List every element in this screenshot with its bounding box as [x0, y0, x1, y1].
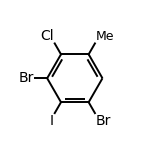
Text: Cl: Cl — [40, 29, 54, 43]
Text: I: I — [50, 114, 54, 128]
Text: Me: Me — [96, 30, 114, 43]
Text: Br: Br — [18, 71, 34, 85]
Text: Br: Br — [96, 114, 111, 128]
